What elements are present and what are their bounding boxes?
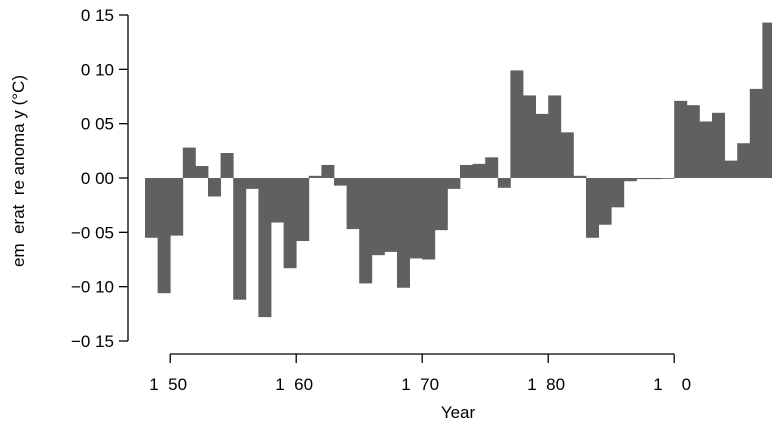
y-tick-label: −0 10 <box>71 278 114 297</box>
bar-1957 <box>258 178 272 318</box>
bar-1978 <box>523 95 536 178</box>
y-ticks-group: 0 15 0 10 0 05 0 00 −0 05 −0 10 −0 15 <box>71 6 128 351</box>
x-tick-label: 1 70 <box>401 375 439 394</box>
bar-1987 <box>636 178 650 180</box>
bar-1973 <box>460 164 473 178</box>
bar-1954 <box>220 153 234 178</box>
bar-1967 <box>384 178 398 252</box>
bar-1950 <box>170 178 184 236</box>
bar-1968 <box>397 178 410 288</box>
bar-1960 <box>296 178 310 242</box>
bar-1994 <box>724 160 738 178</box>
bar-1992 <box>699 121 713 178</box>
bar-1948 <box>145 178 158 238</box>
bar-1982 <box>573 175 587 178</box>
bar-1995 <box>737 143 751 178</box>
bar-1956 <box>245 178 259 189</box>
bar-1963 <box>334 178 347 186</box>
bar-1959 <box>283 178 297 269</box>
x-axis-title: Year <box>441 403 476 422</box>
y-tick-label: 0 00 <box>81 169 114 188</box>
bar-1986 <box>623 178 637 182</box>
bar-1976 <box>497 178 511 188</box>
bar-1951 <box>182 147 196 178</box>
bar-1972 <box>447 178 461 189</box>
bar-1989 <box>661 178 675 179</box>
bar-1953 <box>208 178 221 197</box>
bar-1949 <box>157 178 171 294</box>
x-tick-label: 1 0 <box>653 375 691 394</box>
y-axis-title: em erat re anoma y (°C) <box>9 75 28 267</box>
bar-1952 <box>195 166 209 178</box>
bar-1983 <box>586 178 599 238</box>
x-tick-label: 1 80 <box>527 375 565 394</box>
y-tick-label: −0 15 <box>71 332 114 351</box>
bar-1977 <box>510 70 524 178</box>
bar-1984 <box>598 178 612 225</box>
bar-1966 <box>371 178 385 256</box>
bar-1996 <box>749 88 763 178</box>
bar-1970 <box>422 178 436 260</box>
x-tick-label: 1 50 <box>149 375 187 394</box>
bar-1971 <box>434 178 448 231</box>
bar-1975 <box>485 157 499 178</box>
bar-1991 <box>686 105 700 178</box>
y-tick-label: 0 15 <box>81 6 114 25</box>
bar-1961 <box>308 175 322 178</box>
bar-1969 <box>409 178 423 259</box>
bar-1985 <box>611 178 625 208</box>
y-tick-label: 0 10 <box>81 60 114 79</box>
bar-1990 <box>674 100 688 178</box>
bar-1979 <box>535 113 549 178</box>
bar-1962 <box>321 164 335 178</box>
bar-1958 <box>271 178 284 223</box>
bar-1993 <box>712 112 725 178</box>
y-tick-label: 0 05 <box>81 115 114 134</box>
bar-1955 <box>233 178 247 300</box>
bar-1974 <box>472 163 486 178</box>
bar-1988 <box>649 178 662 180</box>
bar-1980 <box>548 95 562 178</box>
bar-1964 <box>346 178 360 230</box>
bar-1965 <box>359 178 373 284</box>
bars-group <box>145 22 772 318</box>
bar-1997 <box>762 22 772 179</box>
x-ticks-group: 1 50 1 60 1 70 1 80 1 0 <box>149 354 691 394</box>
bar-1981 <box>560 132 574 178</box>
x-tick-label: 1 60 <box>275 375 313 394</box>
y-tick-label: −0 05 <box>71 223 114 242</box>
